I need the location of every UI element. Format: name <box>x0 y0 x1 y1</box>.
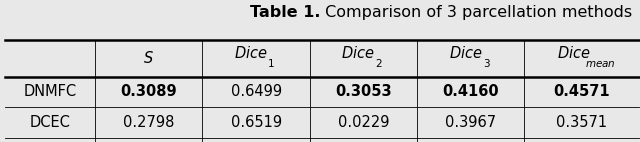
Text: 0.4160: 0.4160 <box>442 84 499 99</box>
Text: $\mathit{mean}$: $\mathit{mean}$ <box>586 59 616 69</box>
Text: $\mathit{Dice}$: $\mathit{Dice}$ <box>557 45 591 60</box>
Text: 0.4571: 0.4571 <box>553 84 610 99</box>
Text: Table 1.: Table 1. <box>250 5 320 20</box>
Text: 0.3967: 0.3967 <box>445 115 497 130</box>
Text: $\mathit{Dice}$: $\mathit{Dice}$ <box>342 45 375 60</box>
Text: 0.2798: 0.2798 <box>123 115 175 130</box>
Text: 3: 3 <box>483 59 490 69</box>
Text: 2: 2 <box>376 59 382 69</box>
Text: 0.3053: 0.3053 <box>335 84 392 99</box>
Text: 0.0229: 0.0229 <box>338 115 389 130</box>
Text: DCEC: DCEC <box>29 115 70 130</box>
Text: 0.3089: 0.3089 <box>120 84 177 99</box>
Text: Comparison of 3 parcellation methods: Comparison of 3 parcellation methods <box>320 5 632 20</box>
Text: 0.6499: 0.6499 <box>230 84 282 99</box>
Text: 0.6519: 0.6519 <box>230 115 282 130</box>
Text: DNMFC: DNMFC <box>24 84 77 99</box>
Text: 0.3571: 0.3571 <box>556 115 607 130</box>
Text: $\mathit{Dice}$: $\mathit{Dice}$ <box>449 45 483 60</box>
Text: 1: 1 <box>268 59 275 69</box>
Text: $\mathit{Dice}$: $\mathit{Dice}$ <box>234 45 268 60</box>
Text: $\mathit{S}$: $\mathit{S}$ <box>143 50 154 66</box>
